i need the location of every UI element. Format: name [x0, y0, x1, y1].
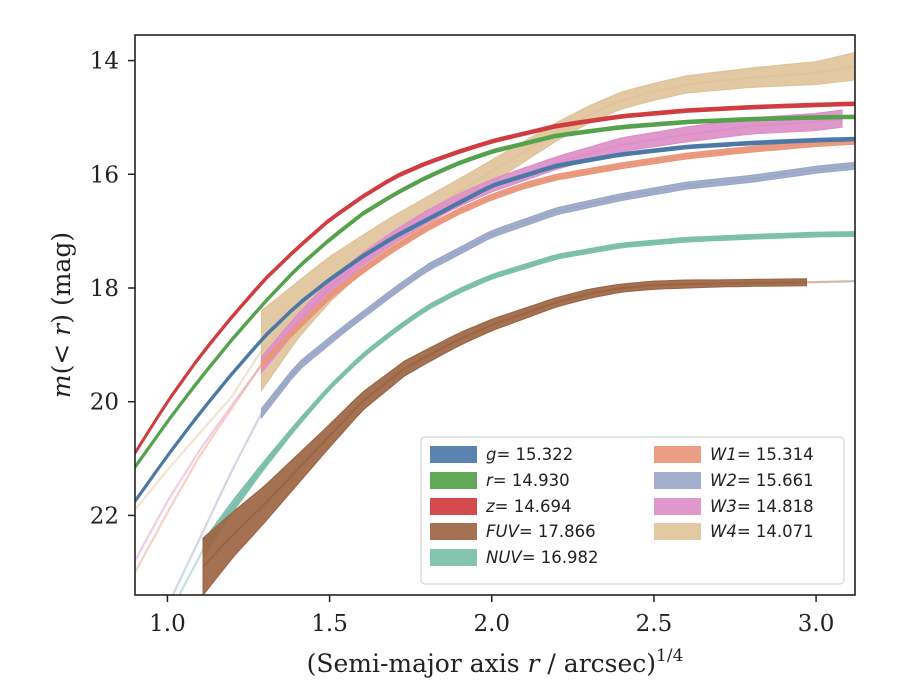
- series-w2: [171, 161, 855, 595]
- legend-label-w3: W3= 14.818: [710, 497, 814, 516]
- line-w3: [260, 117, 843, 366]
- legend-item-w1: W1= 15.314: [654, 445, 814, 464]
- band-fuv: [202, 278, 807, 595]
- legend-swatch-fuv: [430, 523, 477, 540]
- y-axis-label: m(< r) (mag): [47, 232, 76, 398]
- line-r: [135, 115, 855, 468]
- series-z: [135, 101, 855, 456]
- fit-line-fuv-0: [806, 280, 855, 284]
- legend-swatch-nuv: [430, 549, 477, 566]
- legend-swatch-z: [430, 498, 477, 515]
- ticks-layer: 1.0 1.5 2.0 2.5 3.0 14 16 18 20 22: [90, 49, 835, 637]
- series-r: [135, 114, 855, 470]
- band-w3: [260, 109, 843, 375]
- legend-swatch-w2: [654, 472, 701, 489]
- fit-line-w2-0: [171, 412, 263, 595]
- fit-line-w1-0: [135, 364, 263, 573]
- legend-item-g: g= 15.322: [430, 445, 573, 464]
- legend-label-fuv: FUV= 17.866: [486, 522, 596, 541]
- x-tick-label: 2.5: [636, 611, 673, 637]
- fit-line-w4-0: [135, 349, 263, 511]
- x-axis-label: (Semi-major axis r / arcsec)1/4: [307, 646, 684, 678]
- band-z: [135, 101, 855, 456]
- legend-label-w4: W4= 14.071: [710, 522, 814, 541]
- legend: g= 15.322 r= 14.930 z= 14.694 FUV= 17.866 NU…: [420, 436, 845, 585]
- y-tick-label: 20: [90, 390, 119, 416]
- x-tick-label: 1.5: [311, 611, 348, 637]
- legend-swatch-r: [430, 472, 477, 489]
- band-r: [135, 114, 855, 470]
- band-w2: [260, 161, 855, 420]
- line-w2: [260, 164, 855, 414]
- legend-item-z: z= 14.694: [430, 497, 571, 516]
- y-tick-label: 18: [90, 276, 119, 302]
- legend-item-fuv: FUV= 17.866: [430, 522, 596, 541]
- legend-item-w3: W3= 14.818: [654, 497, 814, 516]
- band-w1: [260, 137, 855, 370]
- y-tick-label: 16: [90, 162, 119, 188]
- legend-label-w1: W1= 15.314: [710, 445, 814, 464]
- line-nuv: [202, 232, 855, 551]
- series-nuv: [178, 231, 855, 595]
- line-z: [135, 102, 855, 454]
- legend-item-r: r= 14.930: [430, 471, 570, 490]
- x-tick-label: 3.0: [798, 611, 835, 637]
- legend-label-g: g= 15.322: [486, 445, 573, 464]
- legend-item-nuv: NUV= 16.982: [430, 548, 599, 567]
- series-w3: [135, 109, 843, 562]
- band-nuv: [202, 231, 855, 561]
- legend-box: [420, 436, 845, 585]
- series-g: [135, 136, 855, 504]
- legend-item-w2: W2= 15.661: [654, 471, 814, 490]
- legend-swatch-w1: [654, 446, 701, 463]
- legend-swatch-g: [430, 446, 477, 463]
- line-g: [135, 137, 855, 502]
- band-g: [135, 136, 855, 504]
- series-w1: [135, 137, 855, 573]
- legend-label-nuv: NUV= 16.982: [486, 548, 599, 567]
- x-tick-label: 2.0: [473, 611, 510, 637]
- y-tick-label: 14: [90, 49, 119, 75]
- legend-swatch-w4: [654, 523, 701, 540]
- plot-frame: [134, 34, 856, 596]
- x-tick-label: 1.0: [149, 611, 186, 637]
- line-fuv: [202, 281, 807, 568]
- fit-line-nuv-0: [178, 549, 205, 595]
- series-fuv: [202, 278, 855, 595]
- legend-item-w4: W4= 14.071: [654, 522, 814, 541]
- legend-label-w2: W2= 15.661: [710, 471, 814, 490]
- legend-label-z: z= 14.694: [485, 497, 571, 516]
- legend-label-r: r= 14.930: [486, 471, 570, 490]
- line-w1: [260, 140, 855, 366]
- fit-line-w3-0: [135, 364, 263, 562]
- y-tick-label: 22: [90, 503, 119, 529]
- series-layer: [135, 51, 855, 595]
- legend-swatch-w3: [654, 498, 701, 515]
